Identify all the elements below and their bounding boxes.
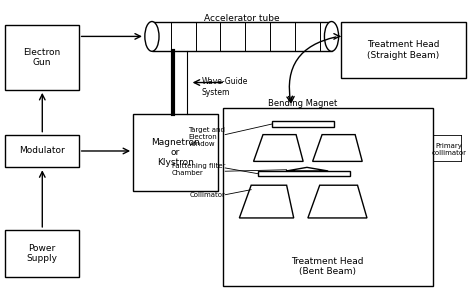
Text: Modulator: Modulator [19,147,65,155]
FancyBboxPatch shape [258,171,350,176]
Ellipse shape [324,22,338,51]
Text: Accelerator tube: Accelerator tube [204,14,280,23]
Text: Treatment Head
(Bent Beam): Treatment Head (Bent Beam) [292,257,364,276]
FancyBboxPatch shape [5,135,79,167]
Ellipse shape [145,22,159,51]
FancyBboxPatch shape [223,108,433,286]
Text: Collimator: Collimator [189,192,225,198]
FancyBboxPatch shape [133,114,218,191]
FancyBboxPatch shape [341,22,466,78]
Text: Target and
Electron
window: Target and Electron window [188,127,225,147]
Text: Power
Supply: Power Supply [27,244,57,263]
Text: Magnetron
or
Klystron: Magnetron or Klystron [151,138,200,167]
FancyBboxPatch shape [5,230,79,277]
Text: Wave-Guide
System: Wave-Guide System [201,77,248,97]
FancyBboxPatch shape [5,25,79,90]
Text: Electron
Gun: Electron Gun [23,48,61,67]
Bar [152,22,331,51]
Text: Bending Magnet: Bending Magnet [268,99,337,108]
Text: Primary
collimator: Primary collimator [431,143,466,156]
FancyBboxPatch shape [273,120,334,127]
Text: Falttening filter
Chamber: Falttening filter Chamber [172,163,225,176]
Text: Treatment Head
(Straight Beam): Treatment Head (Straight Beam) [367,40,440,60]
